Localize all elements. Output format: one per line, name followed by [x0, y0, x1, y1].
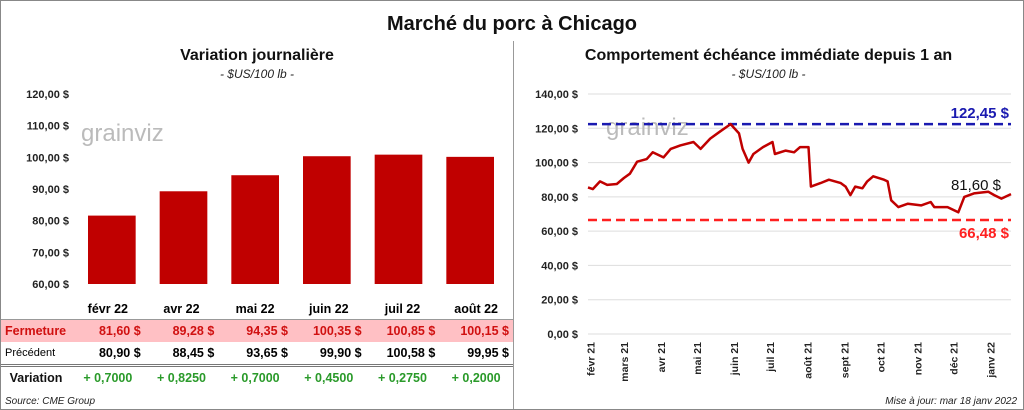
bar-chart: grainviz 60,00 $ 70,00 $ 80,00 $ 90,00 $ 100,…: [26, 89, 494, 291]
bar: [446, 156, 494, 284]
x-tick-label: avr 21: [656, 342, 668, 373]
precedent-cell: 88,45 $: [172, 346, 215, 360]
y-tick-label: 80,00 $: [32, 216, 69, 228]
x-tick-label: nov 21: [913, 342, 925, 375]
x-tick-label: janv 22: [986, 342, 998, 379]
variation-cell: + 0,8250: [156, 371, 206, 385]
right-panel-title: Comportement échéance immédiate depuis 1…: [584, 47, 953, 64]
price-table: févr 22 avr 22 mai 22 juin 22 juil 22 août 22…: [1, 299, 513, 389]
y-tick-label: 90,00 $: [32, 184, 69, 196]
row-label: Précédent: [5, 347, 56, 359]
y-tick-label: 140,00 $: [535, 89, 578, 101]
precedent-cell: 93,65 $: [246, 346, 288, 360]
fermeture-cell: 94,35 $: [246, 324, 288, 338]
table-row-fermeture: Fermeture 81,60 $ 89,28 $ 94,35 $ 100,35 $ 10…: [1, 319, 513, 342]
x-tick-label: févr 21: [585, 342, 597, 376]
table-header: juin 22: [309, 302, 349, 316]
y-tick-label: 110,00 $: [27, 121, 69, 133]
row-label: Variation: [9, 371, 63, 385]
variation-cell: + 0,7000: [230, 371, 280, 385]
fermeture-cell: 100,15 $: [460, 324, 509, 338]
max-line-label: 122,45 $: [951, 105, 1010, 122]
y-tick-label: 70,00 $: [32, 247, 69, 259]
x-tick-label: déc 21: [948, 342, 960, 375]
fermeture-cell: 81,60 $: [98, 324, 141, 338]
line-chart: 0,00 $ 20,00 $ 40,00 $ 60,00 $ 80,00 $ 100,00…: [535, 89, 1012, 382]
x-tick-label: août 21: [802, 342, 814, 379]
y-tick-label: 60,00 $: [32, 279, 69, 291]
panel-divider: [513, 41, 514, 409]
variation-cell: + 0,4500: [304, 371, 354, 385]
x-tick-label: oct 21: [875, 342, 887, 373]
fermeture-cell: 100,85 $: [386, 324, 436, 338]
bar: [303, 156, 351, 284]
row-label: Fermeture: [5, 324, 67, 338]
watermark-logo: grainviz: [81, 120, 164, 147]
source-note: Source: CME Group: [5, 396, 96, 407]
watermark-logo: grainviz: [606, 114, 689, 141]
update-note: Mise à jour: mar 18 janv 2022: [885, 396, 1017, 407]
left-panel-title: Variation journalière: [180, 47, 334, 64]
bar: [374, 154, 423, 284]
min-line-label: 66,48 $: [959, 225, 1010, 242]
precedent-cell: 99,90 $: [319, 346, 362, 360]
y-tick-label: 40,00 $: [541, 260, 578, 272]
page-title: Marché du porc à Chicago: [386, 13, 638, 35]
y-tick-label: 20,00 $: [541, 295, 578, 307]
variation-cell: + 0,2750: [377, 371, 427, 385]
precedent-cell: 100,58 $: [386, 346, 436, 360]
fermeture-cell: 100,35 $: [312, 324, 362, 338]
variation-cell: + 0,2000: [451, 371, 501, 385]
y-tick-label: 80,00 $: [541, 192, 578, 204]
y-tick-label: 120,00 $: [26, 89, 69, 101]
variation-cell: + 0,7000: [83, 371, 133, 385]
y-tick-label: 120,00 $: [535, 123, 578, 135]
x-tick-label: juin 21: [729, 342, 741, 376]
fermeture-cell: 89,28 $: [172, 324, 215, 338]
table-row-precedent: Précédent 80,90 $ 88,45 $ 93,65 $ 99,90 $ 100…: [1, 342, 513, 366]
last-value-label: 81,60 $: [951, 177, 1002, 194]
table-header: juil 22: [384, 302, 421, 316]
bar: [159, 191, 208, 284]
table-header: avr 22: [163, 302, 200, 316]
y-tick-label: 60,00 $: [541, 226, 578, 238]
table-header-row: févr 22 avr 22 mai 22 juin 22 juil 22 août 22: [1, 299, 513, 320]
y-tick-label: 100,00 $: [535, 158, 578, 170]
table-row-variation: Variation + 0,7000 + 0,8250 + 0,7000 + 0,450…: [1, 366, 513, 390]
left-panel-subtitle: - $US/100 lb -: [219, 67, 295, 81]
price-line: [587, 122, 1012, 214]
precedent-cell: 80,90 $: [98, 346, 141, 360]
table-header: août 22: [454, 302, 499, 316]
bar: [88, 215, 136, 284]
bar: [231, 175, 279, 284]
table-header: févr 22: [87, 302, 128, 316]
y-tick-label: 100,00 $: [26, 152, 69, 164]
right-panel-subtitle: - $US/100 lb -: [731, 67, 806, 81]
x-tick-label: juil 21: [765, 342, 777, 373]
table-header: mai 22: [235, 302, 275, 316]
precedent-cell: 99,95 $: [467, 346, 509, 360]
y-tick-label: 0,00 $: [547, 329, 578, 341]
x-tick-label: mars 21: [619, 342, 631, 382]
x-tick-label: sept 21: [839, 342, 851, 378]
x-tick-label: mai 21: [692, 342, 704, 375]
